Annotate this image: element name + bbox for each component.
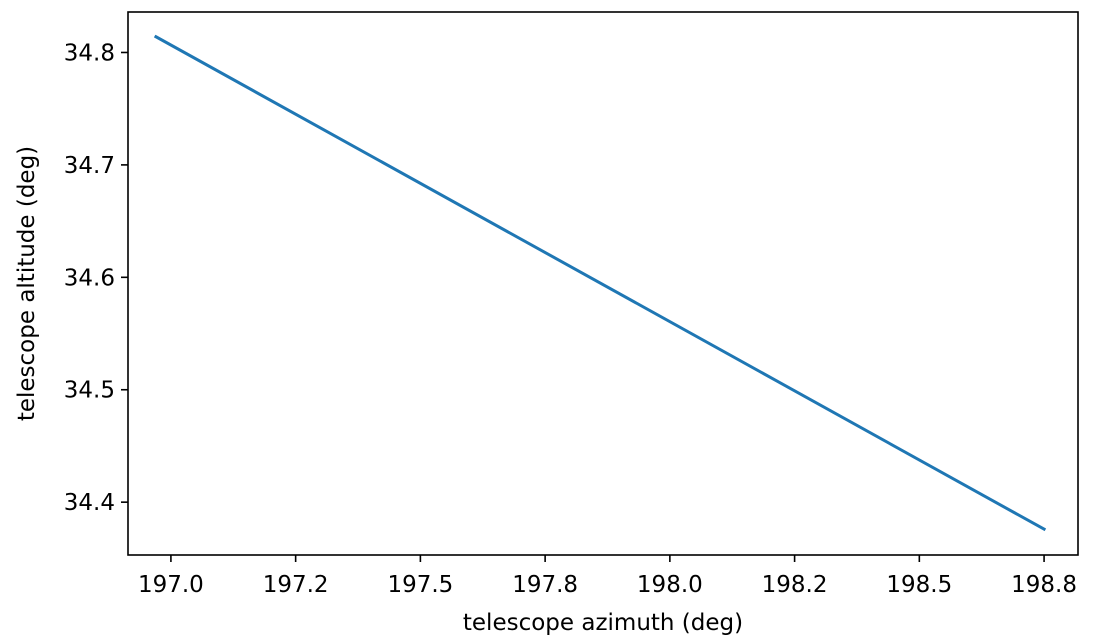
y-tick-label: 34.7 — [64, 153, 115, 179]
y-axis-label: telescope altitude (deg) — [14, 146, 40, 421]
y-axis-ticks: 34.4 34.5 34.6 34.7 34.8 — [64, 40, 128, 516]
x-tick-label: 198.5 — [886, 572, 952, 598]
x-tick-label: 197.8 — [512, 572, 578, 598]
x-tick-label: 198.8 — [1011, 572, 1077, 598]
y-tick-label: 34.5 — [64, 378, 115, 404]
x-axis-label: telescope azimuth (deg) — [463, 610, 743, 636]
plot-area — [153, 34, 1047, 532]
x-tick-label: 197.0 — [138, 572, 204, 598]
x-tick-label: 197.2 — [263, 572, 329, 598]
plot-frame — [127, 11, 1079, 556]
series-line-0 — [153, 34, 1047, 532]
y-tick-label: 34.8 — [64, 40, 115, 66]
x-axis-ticks: 197.0 197.2 197.5 197.8 198.0 198.2 198.5 198.8 — [138, 555, 1077, 598]
x-tick-label: 198.2 — [762, 572, 828, 598]
x-tick-label: 198.0 — [637, 572, 703, 598]
x-tick-label: 197.5 — [387, 572, 453, 598]
y-tick-label: 34.4 — [64, 490, 115, 516]
y-tick-label: 34.6 — [64, 265, 115, 291]
